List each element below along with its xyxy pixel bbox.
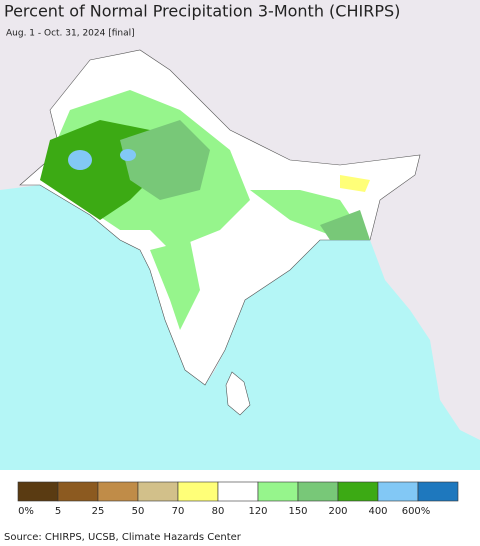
legend-swatch xyxy=(17,481,59,502)
legend-swatch xyxy=(417,481,459,502)
legend-label: 200 xyxy=(328,506,347,517)
source: Source: CHIRPS, UCSB, Climate Hazards Ce… xyxy=(4,532,242,543)
legend-swatch xyxy=(217,481,259,502)
legend-label: 80 xyxy=(212,506,225,517)
legend-label: 0% xyxy=(18,506,34,517)
legend-label: 400 xyxy=(368,506,387,517)
legend-swatch xyxy=(137,481,179,502)
legend: 0% 5 25 50 70 80 120 150 200 400 600% xyxy=(17,481,459,517)
legend-swatch xyxy=(377,481,419,502)
green-areas xyxy=(40,90,370,330)
legend-swatch xyxy=(257,481,299,502)
legend-swatch xyxy=(337,481,379,502)
legend-label: 50 xyxy=(132,506,145,517)
legend-label: 70 xyxy=(172,506,185,517)
legend-swatch xyxy=(97,481,139,502)
legend-swatch xyxy=(177,481,219,502)
sri-lanka xyxy=(225,371,251,416)
title: Percent of Normal Precipitation 3-Month … xyxy=(4,2,400,21)
legend-label: 600% xyxy=(402,506,431,517)
legend-label: 120 xyxy=(248,506,267,517)
legend-label: 25 xyxy=(92,506,105,517)
legend-label: 5 xyxy=(55,506,61,517)
legend-label: 150 xyxy=(288,506,307,517)
subtitle: Aug. 1 - Oct. 31, 2024 [final] xyxy=(6,29,135,39)
legend-swatch xyxy=(57,481,99,502)
ocean xyxy=(0,185,480,470)
legend-swatch xyxy=(297,481,339,502)
